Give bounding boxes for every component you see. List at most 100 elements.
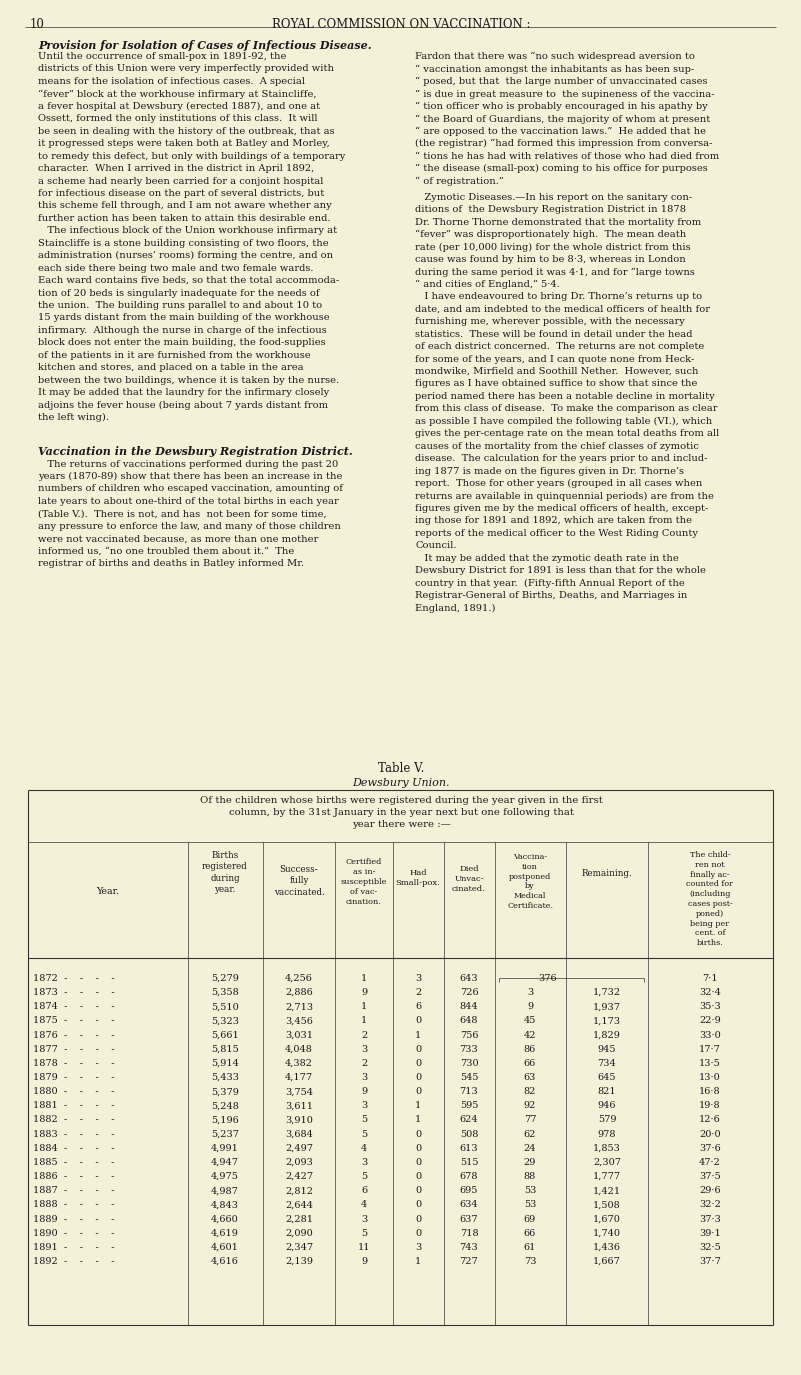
Text: during the same period it was 4·1, and for “large towns: during the same period it was 4·1, and f…: [415, 267, 695, 276]
Text: numbers of children who escaped vaccination, amounting of: numbers of children who escaped vaccinat…: [38, 484, 343, 494]
Text: 11: 11: [358, 1243, 370, 1251]
Text: “ is due in great measure to  the supineness of the vaccina-: “ is due in great measure to the supinen…: [415, 89, 714, 99]
Text: disease.  The calculation for the years prior to and includ-: disease. The calculation for the years p…: [415, 454, 707, 463]
Text: 678: 678: [460, 1172, 478, 1181]
Text: 3,684: 3,684: [285, 1130, 313, 1138]
Text: 0: 0: [415, 1172, 421, 1181]
Text: 5: 5: [361, 1130, 367, 1138]
Text: 13·5: 13·5: [699, 1059, 721, 1068]
Text: 733: 733: [460, 1045, 478, 1053]
Text: 978: 978: [598, 1130, 616, 1138]
Text: 5,196: 5,196: [211, 1115, 239, 1125]
Text: “ the Board of Guardians, the majority of whom at present: “ the Board of Guardians, the majority o…: [415, 114, 710, 124]
Text: of each district concerned.  The returns are not complete: of each district concerned. The returns …: [415, 342, 704, 351]
Text: late years to about one-third of the total births in each year: late years to about one-third of the tot…: [38, 496, 339, 506]
Text: England, 1891.): England, 1891.): [415, 604, 496, 613]
Text: 1,829: 1,829: [593, 1031, 621, 1040]
Text: 9: 9: [361, 1088, 367, 1096]
Text: 5,379: 5,379: [211, 1088, 239, 1096]
Text: 35·3: 35·3: [699, 1002, 721, 1011]
Text: 1891  -    -    -    -: 1891 - - - -: [33, 1243, 115, 1251]
Text: 756: 756: [460, 1031, 478, 1040]
Text: 0: 0: [415, 1045, 421, 1053]
Text: Each ward contains five beds, so that the total accommoda-: Each ward contains five beds, so that th…: [38, 276, 340, 285]
Text: 4,601: 4,601: [211, 1243, 239, 1251]
Text: 1: 1: [415, 1115, 421, 1125]
Text: 5,323: 5,323: [211, 1016, 239, 1026]
Text: report.  Those for other years (grouped in all cases when: report. Those for other years (grouped i…: [415, 478, 702, 488]
Text: 545: 545: [460, 1072, 478, 1082]
Text: Success-
fully
vaccinated.: Success- fully vaccinated.: [274, 865, 324, 896]
Text: 1,173: 1,173: [593, 1016, 621, 1026]
Text: 1: 1: [361, 1016, 367, 1026]
Text: of the patients in it are furnished from the workhouse: of the patients in it are furnished from…: [38, 351, 311, 360]
Text: 945: 945: [598, 1045, 616, 1053]
Text: 32·2: 32·2: [699, 1200, 721, 1210]
Text: 5,914: 5,914: [211, 1059, 239, 1068]
Text: 595: 595: [460, 1101, 478, 1111]
Text: 16·8: 16·8: [699, 1088, 721, 1096]
Text: 3: 3: [361, 1214, 367, 1224]
Text: 4,843: 4,843: [211, 1200, 239, 1210]
Text: character.  When I arrived in the district in April 1892,: character. When I arrived in the distric…: [38, 164, 314, 173]
Text: 62: 62: [524, 1130, 536, 1138]
Text: 5,279: 5,279: [211, 974, 239, 983]
Text: It may be added that the zymotic death rate in the: It may be added that the zymotic death r…: [415, 554, 678, 562]
Text: furnishing me, wherever possible, with the necessary: furnishing me, wherever possible, with t…: [415, 318, 685, 326]
Text: The infectious block of the Union workhouse infirmary at: The infectious block of the Union workho…: [38, 227, 337, 235]
Text: 0: 0: [415, 1016, 421, 1026]
Text: means for the isolation of infectious cases.  A special: means for the isolation of infectious ca…: [38, 77, 305, 85]
Text: 1876  -    -    -    -: 1876 - - - -: [33, 1031, 115, 1040]
Text: 5: 5: [361, 1229, 367, 1238]
Text: “ the disease (small-pox) coming to his office for purposes: “ the disease (small-pox) coming to his …: [415, 164, 708, 173]
Text: administration (nurses’ rooms) forming the centre, and on: administration (nurses’ rooms) forming t…: [38, 252, 333, 260]
Text: Certified
as in-
susceptible
of vac-
cination.: Certified as in- susceptible of vac- cin…: [340, 858, 387, 906]
Text: 3,611: 3,611: [285, 1101, 313, 1111]
Text: 821: 821: [598, 1088, 616, 1096]
Text: between the two buildings, whence it is taken by the nurse.: between the two buildings, whence it is …: [38, 375, 339, 385]
Text: The returns of vaccinations performed during the past 20: The returns of vaccinations performed du…: [38, 459, 338, 469]
Text: 82: 82: [524, 1088, 536, 1096]
Text: Until the occurrence of small-pox in 1891-92, the: Until the occurrence of small-pox in 189…: [38, 52, 287, 60]
Text: kitchen and stores, and placed on a table in the area: kitchen and stores, and placed on a tabl…: [38, 363, 304, 373]
Text: 1887  -    -    -    -: 1887 - - - -: [33, 1187, 115, 1195]
Text: 9: 9: [361, 989, 367, 997]
Text: 1,436: 1,436: [593, 1243, 621, 1251]
Text: 844: 844: [460, 1002, 478, 1011]
Text: 5,510: 5,510: [211, 1002, 239, 1011]
Text: 508: 508: [460, 1130, 478, 1138]
Text: 946: 946: [598, 1101, 616, 1111]
Text: 0: 0: [415, 1158, 421, 1167]
Text: 1: 1: [415, 1031, 421, 1040]
Text: 17·7: 17·7: [699, 1045, 721, 1053]
Text: 1886  -    -    -    -: 1886 - - - -: [33, 1172, 115, 1181]
Text: 2,307: 2,307: [593, 1158, 621, 1167]
Text: 4,975: 4,975: [211, 1172, 239, 1181]
Text: 1: 1: [415, 1101, 421, 1111]
Text: 3,031: 3,031: [285, 1031, 313, 1040]
Text: 47·2: 47·2: [699, 1158, 721, 1167]
Text: 1,667: 1,667: [593, 1257, 621, 1266]
Text: 695: 695: [460, 1187, 478, 1195]
Text: 69: 69: [524, 1214, 536, 1224]
Text: rate (per 10,000 living) for the whole district from this: rate (per 10,000 living) for the whole d…: [415, 242, 690, 252]
Text: 7·1: 7·1: [702, 974, 718, 983]
Text: 29: 29: [524, 1158, 536, 1167]
Text: reports of the medical officer to the West Riding County: reports of the medical officer to the We…: [415, 529, 698, 538]
Text: 1,508: 1,508: [593, 1200, 621, 1210]
Text: 730: 730: [460, 1059, 478, 1068]
Text: period named there has been a notable decline in mortality: period named there has been a notable de…: [415, 392, 714, 401]
Text: figures as I have obtained suffice to show that since the: figures as I have obtained suffice to sh…: [415, 380, 698, 388]
Text: 32·5: 32·5: [699, 1243, 721, 1251]
Text: registrar of births and deaths in Batley informed Mr.: registrar of births and deaths in Batley…: [38, 560, 304, 568]
Text: 726: 726: [460, 989, 478, 997]
Text: 37·6: 37·6: [699, 1144, 721, 1152]
Text: Dewsbury Union.: Dewsbury Union.: [352, 778, 449, 788]
Text: 1: 1: [361, 974, 367, 983]
Text: 5,248: 5,248: [211, 1101, 239, 1111]
Text: 29·6: 29·6: [699, 1187, 721, 1195]
Text: returns are available in quinquennial periods) are from the: returns are available in quinquennial pe…: [415, 491, 714, 500]
Text: 4,382: 4,382: [285, 1059, 313, 1068]
Text: 0: 0: [415, 1144, 421, 1152]
Text: 637: 637: [460, 1214, 478, 1224]
